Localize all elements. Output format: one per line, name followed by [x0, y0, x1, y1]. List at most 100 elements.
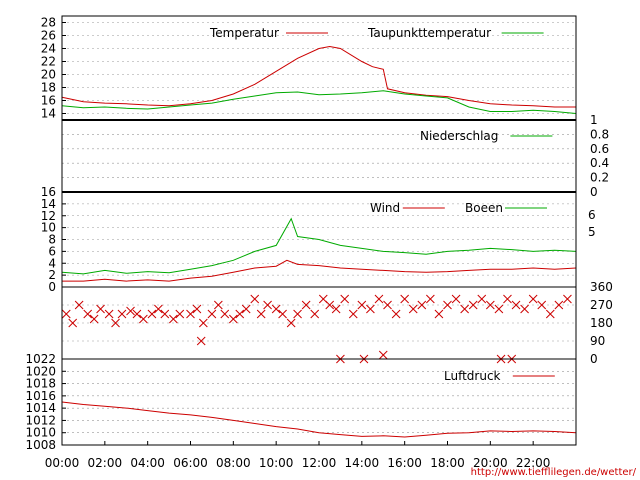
right-label: 5 [588, 225, 596, 239]
right-label: 6 [588, 208, 596, 222]
data-point [348, 309, 358, 319]
data-point [477, 294, 487, 304]
data-point [256, 309, 266, 319]
data-point [175, 309, 185, 319]
data-point [96, 304, 105, 314]
y-tick-label-right: 0 [590, 185, 598, 199]
legend-label: Boeen [465, 201, 503, 215]
y-tick-label: 1008 [25, 438, 56, 452]
panel-2: 00.20.40.60.81 Niederschlag [61, 113, 609, 199]
y-tick-label: 1018 [25, 377, 56, 391]
y-tick-label: 20 [41, 68, 56, 82]
data-point [443, 300, 452, 310]
data-point [196, 336, 206, 346]
data-point [357, 300, 367, 310]
data-point [117, 309, 127, 319]
data-point [545, 309, 555, 319]
data-point [186, 309, 195, 319]
data-point [374, 294, 384, 304]
data-point [235, 309, 245, 319]
data-point [89, 314, 99, 324]
y-tick-label-right: 0.8 [590, 127, 609, 141]
legend-label: Luftdruck [444, 369, 501, 383]
data-point [563, 294, 572, 304]
x-tick-label: 10:00 [259, 456, 294, 470]
data-point [301, 300, 311, 310]
data-point [61, 309, 71, 319]
data-point [207, 309, 217, 319]
y-tick-label: 8 [48, 233, 56, 247]
y-tick-label-right: 90 [590, 334, 605, 348]
x-tick-label: 02:00 [88, 456, 123, 470]
y-tick-label: 6 [48, 244, 56, 258]
data-point [293, 309, 302, 319]
x-tick-label: 12:00 [302, 456, 337, 470]
y-tick-label-right: 0 [590, 352, 598, 366]
legend-label: Taupunkttemperatur [367, 26, 491, 40]
y-tick-label: 1022 [25, 352, 56, 366]
x-tick-label: 22:00 [516, 456, 551, 470]
data-point [147, 309, 157, 319]
data-point [503, 294, 512, 304]
x-tick-label: 14:00 [345, 456, 380, 470]
x-tick-label: 18:00 [430, 456, 465, 470]
data-point [250, 294, 260, 304]
y-tick-label: 16 [41, 94, 56, 108]
data-point [434, 309, 444, 319]
y-tick-label: 28 [41, 16, 56, 30]
x-tick-label: 16:00 [387, 456, 422, 470]
data-point [408, 304, 418, 314]
data-point [468, 300, 478, 310]
y-tick-label: 1016 [25, 389, 56, 403]
data-point [228, 314, 238, 324]
y-tick-label: 10 [41, 221, 56, 235]
series-line [61, 90, 577, 114]
data-point [104, 309, 114, 319]
y-tick-label-right: 180 [590, 316, 613, 330]
data-point [426, 294, 435, 304]
data-point [271, 304, 281, 314]
data-point [417, 300, 427, 310]
data-point [198, 318, 208, 328]
data-point [139, 314, 148, 324]
data-point [340, 294, 350, 304]
series-line [61, 217, 577, 275]
data-point [366, 304, 375, 314]
data-point [154, 304, 163, 314]
data-point [537, 300, 547, 310]
data-point [391, 309, 401, 319]
data-point [220, 309, 230, 319]
data-point [511, 300, 521, 310]
y-tick-label: 1020 [25, 364, 56, 378]
y-tick-label: 0 [48, 280, 56, 294]
data-point [286, 318, 296, 328]
data-point [528, 294, 538, 304]
source-url[interactable]: http://www.tiefflilegen.de/wetter/ [470, 467, 636, 478]
y-tick-label: 14 [41, 197, 56, 211]
y-tick-label: 26 [41, 29, 56, 43]
y-tick-label-right: 270 [590, 298, 613, 312]
data-point [126, 306, 135, 316]
data-point [520, 304, 529, 314]
x-tick-label: 08:00 [216, 456, 251, 470]
x-tick-label: 06:00 [173, 456, 208, 470]
data-point [169, 314, 178, 324]
y-tick-label: 24 [41, 42, 56, 56]
data-point [83, 309, 93, 319]
y-tick-label-right: 1 [590, 113, 598, 127]
data-point [554, 300, 564, 310]
data-point [460, 304, 469, 314]
series-line [61, 401, 577, 438]
panel-frame [61, 119, 577, 193]
data-point [400, 294, 410, 304]
y-tick-label: 1012 [25, 413, 56, 427]
y-tick-label-right: 0.6 [590, 142, 609, 156]
data-point [263, 300, 272, 310]
panel-4: 0 90 180 270 360 [61, 280, 613, 366]
y-tick-label: 1014 [25, 401, 56, 415]
y-tick-label: 14 [41, 107, 56, 121]
y-tick-label: 2 [48, 268, 56, 282]
y-tick-label: 18 [41, 81, 56, 95]
